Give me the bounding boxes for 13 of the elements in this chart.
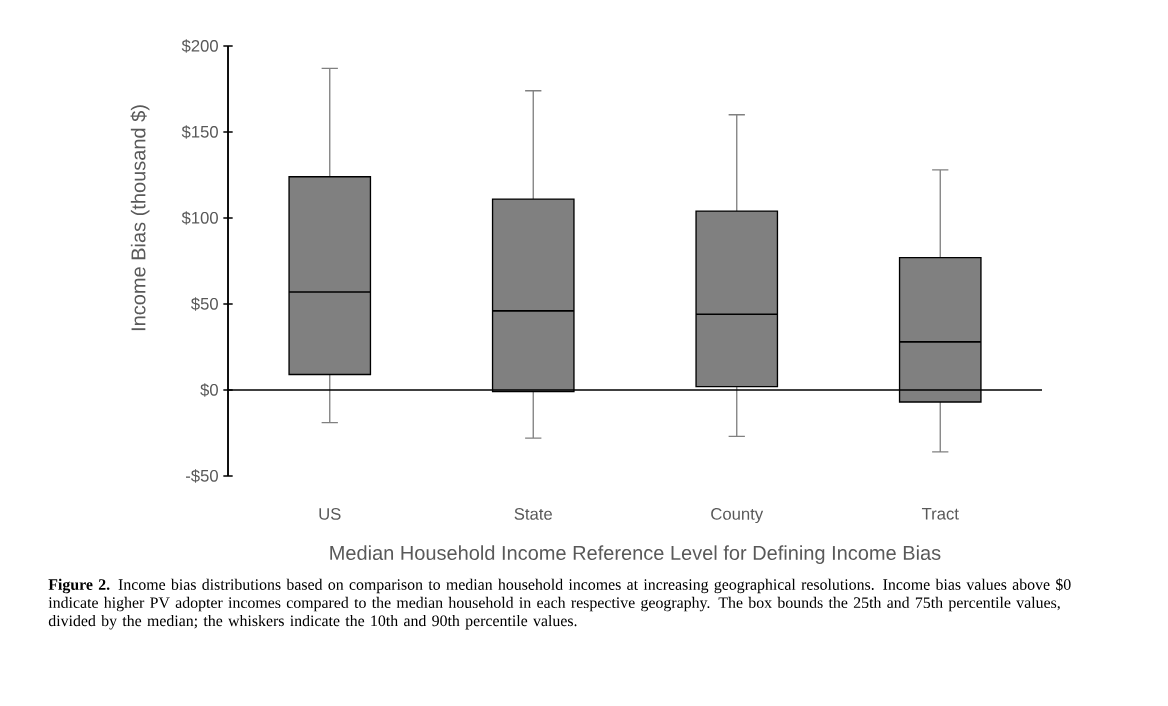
- y-tick-label: $0: [200, 383, 218, 397]
- y-tick-label: $150: [181, 125, 218, 139]
- y-tick-label: -$50: [186, 469, 218, 483]
- x-axis-title: Median Household Income Reference Level for Defining Income Bias: [330, 545, 941, 564]
- y-axis-title: Income Bias (thousand $): [130, 105, 150, 331]
- x-tick-label: Tract: [921, 508, 959, 520]
- x-tick-label: State: [514, 508, 552, 520]
- y-tick-label: $50: [191, 297, 218, 311]
- x-tick-label: County: [711, 508, 764, 524]
- y-tick-label: $100: [181, 211, 218, 225]
- x-tick-label: US: [319, 508, 341, 520]
- y-tick-label: $200: [181, 39, 218, 53]
- text: Figure 2. Income bias distributions based on comparison to median household incomes at increasing geographical resolutions. Income bias values above $0 indicate higher PV adopter incomes compared to the median household in each respective geography. The box bounds the 25th and 75th percentile values, divided by the median; the whiskers indicate the 10th and 90th percentile values.: [48, 578, 1071, 630]
